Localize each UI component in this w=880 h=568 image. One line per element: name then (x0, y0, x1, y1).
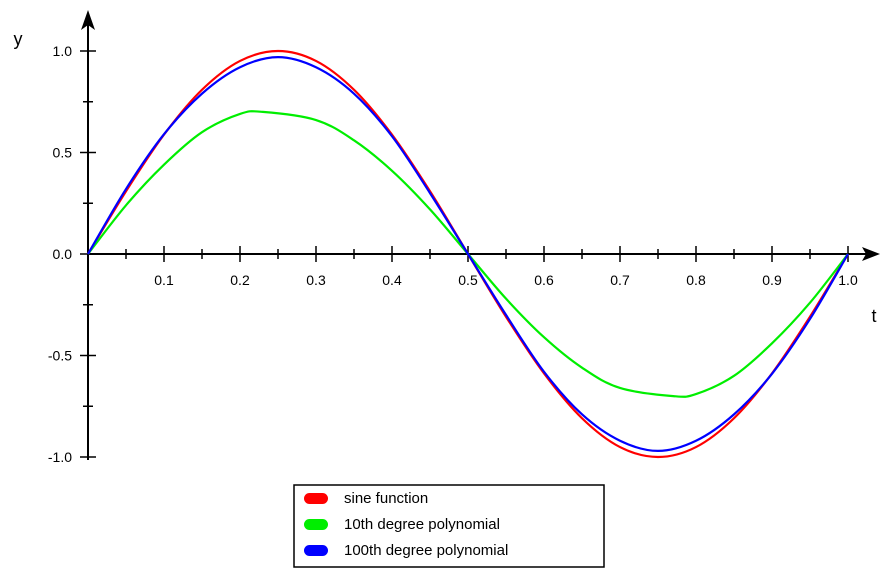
legend-label: 100th degree polynomial (344, 542, 508, 559)
axes: 0.1 0.2 0.3 0.4 0.5 0.6 0.7 0.8 0.9 1.0 -1.0 -0.5 0.… (14, 10, 880, 465)
legend: sine function 10th degree polynomial 100th… (293, 484, 605, 568)
y-tick-label: 0.5 (53, 145, 73, 161)
legend-box (293, 484, 605, 568)
x-tick-label: 0.9 (762, 272, 782, 288)
y-axis-arrow (81, 10, 95, 30)
x-tick-label: 0.4 (382, 272, 402, 288)
x-tick-label: 0.7 (610, 272, 630, 288)
series-line-100th-degree (87, 55, 849, 453)
x-tick-label: 0.5 (458, 272, 478, 288)
x-tick-label: 0.1 (154, 272, 174, 288)
x-tick-label: 0.6 (534, 272, 554, 288)
legend-swatch (304, 493, 328, 504)
x-tick-label: 0.2 (230, 272, 250, 288)
x-axis-arrow (862, 247, 880, 261)
y-tick-label: -0.5 (48, 348, 72, 364)
legend-label: 10th degree polynomial (344, 516, 500, 533)
x-tick-label: 0.8 (686, 272, 706, 288)
legend-label: sine function (344, 490, 428, 507)
x-tick-label: 0.3 (306, 272, 326, 288)
x-tick-label: 1.0 (838, 272, 858, 288)
series-layer (87, 49, 849, 459)
legend-swatch (304, 519, 328, 530)
legend-swatch (304, 545, 328, 556)
y-tick-label: -1.0 (48, 449, 72, 465)
y-axis-label: y (14, 29, 23, 49)
y-tick-label: 0.0 (53, 246, 73, 262)
y-tick-label: 1.0 (53, 43, 73, 59)
x-axis-label: t (871, 306, 876, 326)
